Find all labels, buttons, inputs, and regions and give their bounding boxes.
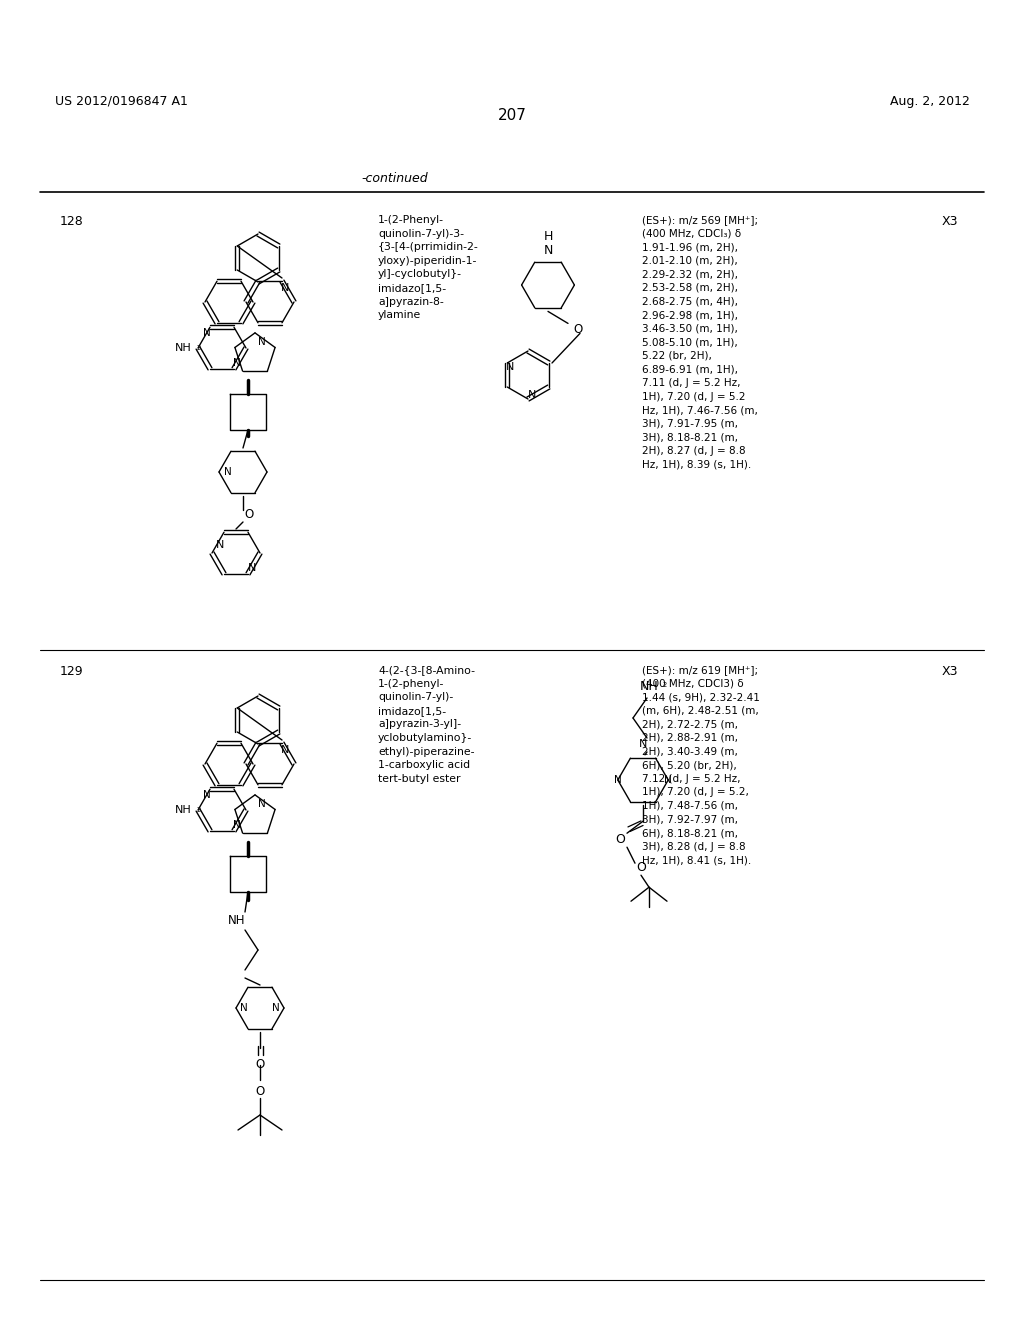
Text: Aug. 2, 2012: Aug. 2, 2012 [890,95,970,108]
Text: X3: X3 [941,215,958,228]
Text: -continued: -continued [361,172,428,185]
Text: 4-(2-{3-[8-Amino-
1-(2-phenyl-
quinolin-7-yl)-
imidazo[1,5-
a]pyrazin-3-yl]-
ycl: 4-(2-{3-[8-Amino- 1-(2-phenyl- quinolin-… [378,665,475,784]
Text: NH: NH [175,805,191,814]
Text: N: N [281,744,289,755]
Text: O: O [615,833,625,846]
Text: N: N [224,467,231,477]
Text: $_2$: $_2$ [196,805,202,814]
Text: 1-(2-Phenyl-
quinolin-7-yl)-3-
{3-[4-(prrimidin-2-
yloxy)-piperidin-1-
yl]-cyclo: 1-(2-Phenyl- quinolin-7-yl)-3- {3-[4-(pr… [378,215,479,321]
Text: N: N [527,389,537,400]
Text: (ES+): m/z 569 [MH⁺];
(400 MHz, CDCl₃) δ
1.91-1.96 (m, 2H),
2.01-2.10 (m, 2H),
2: (ES+): m/z 569 [MH⁺]; (400 MHz, CDCl₃) δ… [642,215,758,470]
Text: NH: NH [228,913,246,927]
Text: O: O [245,508,254,521]
Text: N: N [639,739,647,748]
Text: 207: 207 [498,108,526,123]
Text: 129: 129 [60,665,84,678]
Text: N: N [665,775,672,785]
Text: N: N [216,540,224,550]
Text: O: O [255,1059,264,1071]
Text: (ES+): m/z 619 [MH⁺];
(400 MHz, CDCl3) δ
1.44 (s, 9H), 2.32-2.41
(m, 6H), 2.48-2: (ES+): m/z 619 [MH⁺]; (400 MHz, CDCl3) δ… [642,665,760,866]
Text: X3: X3 [941,665,958,678]
Text: O: O [255,1085,264,1098]
Text: N: N [203,327,211,338]
Text: NH: NH [175,343,191,352]
Text: N: N [281,282,289,293]
Text: N: N [258,799,266,809]
Text: N: N [506,362,514,372]
Text: NH: NH [640,680,658,693]
Text: O: O [636,861,646,874]
Text: N: N [240,1003,248,1012]
Text: N: N [248,564,256,573]
Text: N: N [544,244,553,257]
Text: N: N [203,789,211,800]
Text: US 2012/0196847 A1: US 2012/0196847 A1 [55,95,187,108]
Text: $_2$: $_2$ [196,343,202,352]
Text: N: N [272,1003,280,1012]
Text: N: N [233,358,241,368]
Text: O: O [573,323,583,335]
Text: N: N [258,337,266,347]
Text: $_2$: $_2$ [662,680,668,690]
Text: 128: 128 [60,215,84,228]
Text: N: N [614,775,622,785]
Text: H: H [544,230,553,243]
Text: N: N [233,820,241,830]
